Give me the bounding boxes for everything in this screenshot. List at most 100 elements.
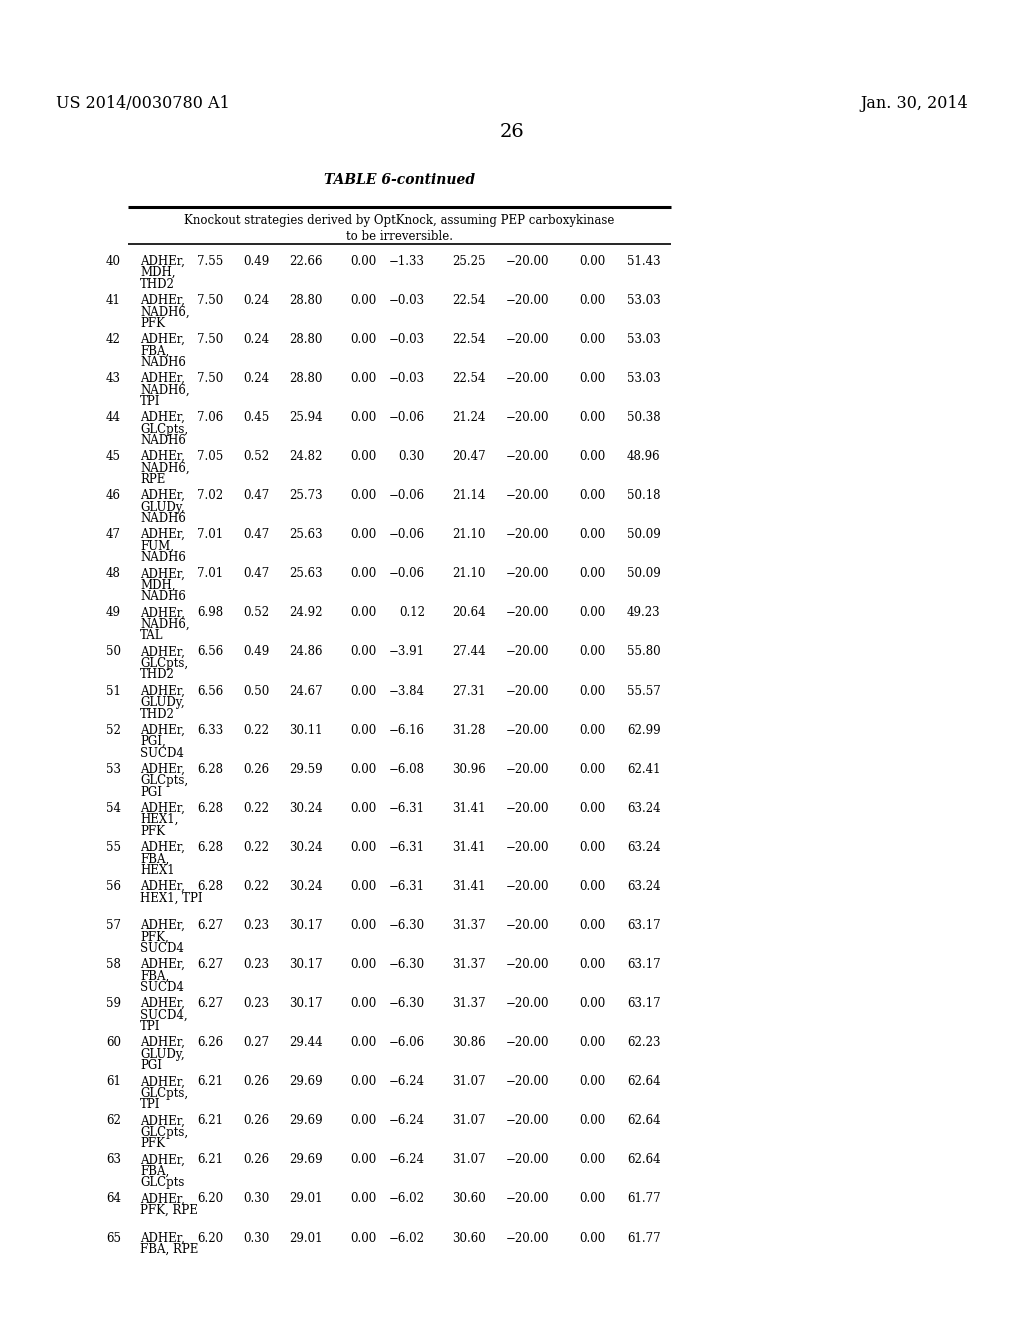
Text: THD2: THD2 [140,668,175,681]
Text: 0.26: 0.26 [243,1114,269,1127]
Text: 0.24: 0.24 [243,294,269,306]
Text: 0.00: 0.00 [350,606,377,619]
Text: NADH6,: NADH6, [140,305,189,318]
Text: 7.01: 7.01 [197,528,223,541]
Text: ADHEr,: ADHEr, [140,294,185,306]
Text: −20.00: −20.00 [506,372,549,385]
Text: ADHEr,: ADHEr, [140,1076,185,1088]
Text: −20.00: −20.00 [506,958,549,972]
Text: 49: 49 [105,606,121,619]
Text: 0.00: 0.00 [350,841,377,854]
Text: 49.23: 49.23 [627,606,660,619]
Text: 0.00: 0.00 [579,841,605,854]
Text: 62.64: 62.64 [627,1154,660,1167]
Text: GLUDy,: GLUDy, [140,696,185,709]
Text: 24.92: 24.92 [289,606,323,619]
Text: ADHEr,: ADHEr, [140,723,185,737]
Text: −20.00: −20.00 [506,645,549,659]
Text: MDH,: MDH, [140,267,176,280]
Text: −6.31: −6.31 [389,880,425,892]
Text: ADHEr,: ADHEr, [140,568,185,581]
Text: 0.00: 0.00 [579,1232,605,1245]
Text: 30.96: 30.96 [452,763,485,776]
Text: 55: 55 [105,841,121,854]
Text: ADHEr,: ADHEr, [140,958,185,972]
Text: 0.00: 0.00 [579,801,605,814]
Text: ADHEr,: ADHEr, [140,1154,185,1167]
Text: ADHEr,: ADHEr, [140,841,185,854]
Text: 0.00: 0.00 [579,411,605,424]
Text: 28.80: 28.80 [289,294,323,306]
Text: −20.00: −20.00 [506,411,549,424]
Text: 0.00: 0.00 [350,919,377,932]
Text: 30.24: 30.24 [289,841,323,854]
Text: 0.00: 0.00 [579,294,605,306]
Text: 7.05: 7.05 [197,450,223,463]
Text: −0.03: −0.03 [389,372,425,385]
Text: 7.01: 7.01 [197,568,223,581]
Text: TAL: TAL [140,630,164,643]
Text: −20.00: −20.00 [506,1192,549,1205]
Text: FBA,: FBA, [140,853,170,866]
Text: GLCpts,: GLCpts, [140,1126,188,1139]
Text: −20.00: −20.00 [506,841,549,854]
Text: 41: 41 [105,294,121,306]
Text: 0.00: 0.00 [350,1232,377,1245]
Text: ADHEr,: ADHEr, [140,997,185,1010]
Text: 24.86: 24.86 [289,645,323,659]
Text: 0.00: 0.00 [579,450,605,463]
Text: 0.50: 0.50 [243,685,269,697]
Text: 65: 65 [105,1232,121,1245]
Text: 51.43: 51.43 [627,255,660,268]
Text: ADHEr,: ADHEr, [140,919,185,932]
Text: ADHEr,: ADHEr, [140,1232,185,1245]
Text: 6.20: 6.20 [197,1232,223,1245]
Text: 0.00: 0.00 [579,606,605,619]
Text: 0.00: 0.00 [579,372,605,385]
Text: 20.47: 20.47 [452,450,485,463]
Text: PFK: PFK [140,317,165,330]
Text: 0.00: 0.00 [579,958,605,972]
Text: ADHEr,: ADHEr, [140,801,185,814]
Text: 27.44: 27.44 [452,645,485,659]
Text: 63.24: 63.24 [627,841,660,854]
Text: 31.37: 31.37 [452,997,485,1010]
Text: 0.23: 0.23 [243,958,269,972]
Text: 6.27: 6.27 [197,997,223,1010]
Text: −1.33: −1.33 [389,255,425,268]
Text: PGI,: PGI, [140,735,166,748]
Text: 62.41: 62.41 [627,763,660,776]
Text: 31.07: 31.07 [452,1114,485,1127]
Text: −20.00: −20.00 [506,568,549,581]
Text: ADHEr,: ADHEr, [140,333,185,346]
Text: NADH6: NADH6 [140,590,186,603]
Text: 21.24: 21.24 [452,411,485,424]
Text: GLUDy,: GLUDy, [140,1048,185,1061]
Text: 0.00: 0.00 [579,685,605,697]
Text: 63.17: 63.17 [627,919,660,932]
Text: 40: 40 [105,255,121,268]
Text: 52: 52 [105,723,121,737]
Text: FBA, RPE: FBA, RPE [140,1243,199,1257]
Text: PFK: PFK [140,825,165,838]
Text: 22.54: 22.54 [452,333,485,346]
Text: 6.27: 6.27 [197,958,223,972]
Text: 21.14: 21.14 [452,490,485,502]
Text: 53.03: 53.03 [627,294,660,306]
Text: 55.57: 55.57 [627,685,660,697]
Text: 29.01: 29.01 [289,1232,323,1245]
Text: 30.60: 30.60 [452,1232,485,1245]
Text: 6.21: 6.21 [198,1154,223,1167]
Text: 6.28: 6.28 [198,801,223,814]
Text: −6.02: −6.02 [389,1192,425,1205]
Text: 28.80: 28.80 [289,333,323,346]
Text: 31.07: 31.07 [452,1076,485,1088]
Text: 30.60: 30.60 [452,1192,485,1205]
Text: 6.20: 6.20 [197,1192,223,1205]
Text: 30.86: 30.86 [452,1036,485,1049]
Text: 22.66: 22.66 [289,255,323,268]
Text: FBA,: FBA, [140,1166,170,1177]
Text: 6.56: 6.56 [197,645,223,659]
Text: ADHEr,: ADHEr, [140,528,185,541]
Text: −6.16: −6.16 [389,723,425,737]
